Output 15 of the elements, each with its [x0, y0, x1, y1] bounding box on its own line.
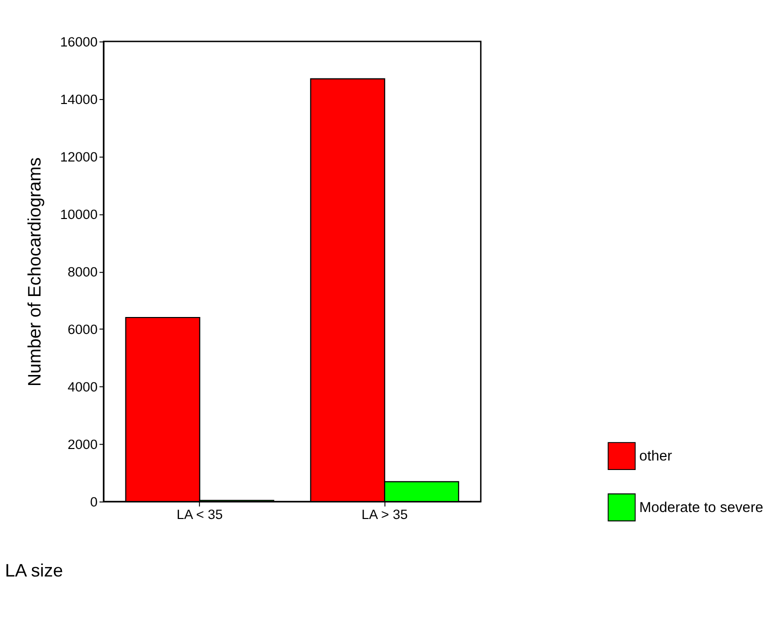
y-tick-label: 2000 [68, 436, 98, 452]
y-axis-title: Number of Echocardiograms [24, 157, 44, 386]
y-tick-label: 6000 [68, 322, 98, 337]
y-tick-label: 16000 [60, 34, 98, 50]
y-tick-label: 10000 [60, 206, 98, 222]
legend-label: other [639, 448, 672, 465]
y-tick-label: 12000 [60, 149, 98, 164]
y-tick-label: 14000 [60, 92, 98, 107]
x-tick-label: LA < 35 [176, 507, 223, 522]
x-axis-title: LA size [4, 560, 63, 581]
legend-label: Moderate to severe [639, 500, 764, 516]
y-tick-label: 4000 [68, 379, 98, 394]
y-tick-label: 0 [90, 494, 98, 510]
x-tick-label: LA > 35 [362, 507, 408, 522]
y-tick-label: 8000 [68, 264, 98, 280]
